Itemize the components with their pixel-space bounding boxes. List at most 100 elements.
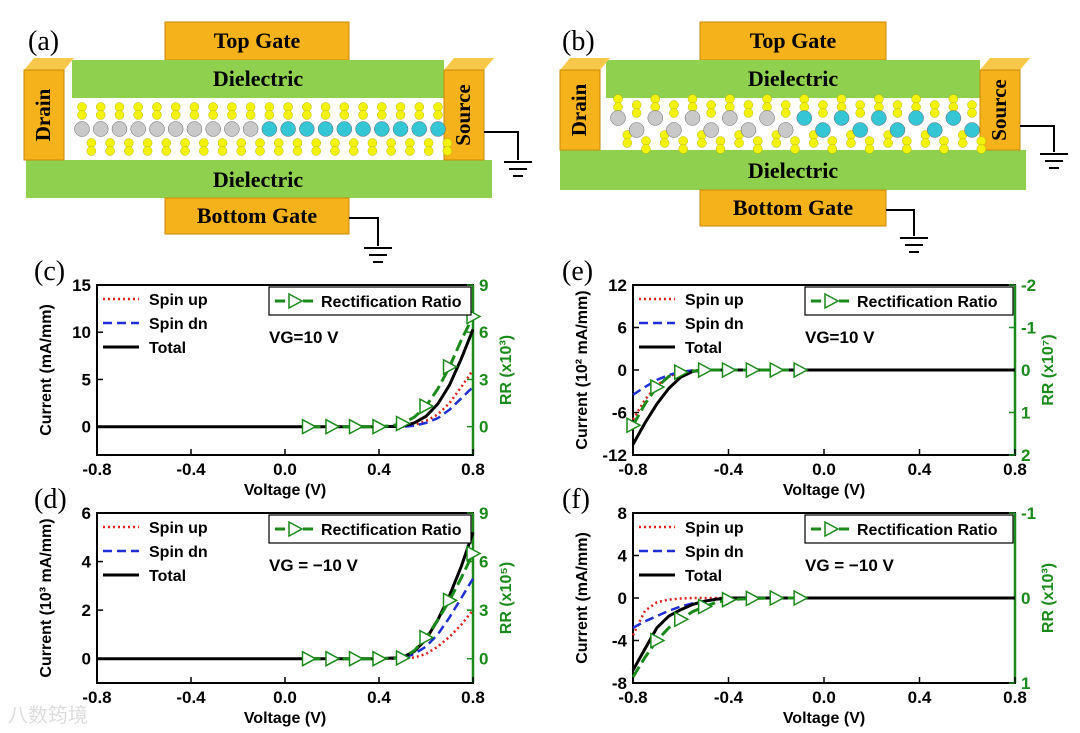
sulfur-atom <box>752 144 763 154</box>
x-tick-label: 0.8 <box>461 460 485 479</box>
x-tick-label: -0.8 <box>618 460 647 479</box>
series-line-spin-up <box>631 368 1015 421</box>
x-tick-label: 0.8 <box>461 688 485 707</box>
gate-voltage-annotation: VG=10 V <box>805 328 875 347</box>
sulfur-atom <box>902 144 912 154</box>
sulfur-atom <box>790 136 800 146</box>
rr-marker <box>721 361 738 379</box>
y-tick-label: -12 <box>602 446 627 465</box>
sulfur-atom <box>255 138 265 148</box>
sulfur-atom <box>377 110 387 120</box>
sulfur-atom <box>669 108 679 118</box>
metal-atom <box>167 121 184 137</box>
sulfur-atom <box>631 100 642 110</box>
metal-atom <box>908 110 924 126</box>
y-tick-label: 0 <box>82 650 91 669</box>
y2-tick-label: 0 <box>479 650 488 669</box>
y-tick-label: 5 <box>82 370 91 389</box>
x-axis-label: Voltage (V) <box>244 482 326 499</box>
sulfur-atom <box>790 144 800 154</box>
rr-marker <box>325 650 341 667</box>
rr-marker <box>442 592 459 609</box>
sulfur-atom <box>208 102 218 112</box>
sulfur-atom <box>650 102 661 112</box>
metal-atom <box>149 121 165 137</box>
rr-marker <box>769 361 785 379</box>
gate-voltage-annotation: VG=10 V <box>269 328 339 347</box>
y-tick-label: 12 <box>608 276 627 295</box>
y-axis-label: Current (10² mA/mm) <box>574 290 591 449</box>
sulfur-atom <box>208 110 218 120</box>
chart-panel-f: (f) -0.8 -0.4 0.0 0.4 0.8 -8 -4 0 4 8 1 0 -1 Voltage (… <box>562 484 1057 727</box>
dielectric-bottom <box>26 160 492 198</box>
sulfur-atom <box>283 110 293 120</box>
sulfur-atom <box>95 110 106 120</box>
legend-label: Total <box>149 568 186 585</box>
metal-atom <box>628 122 645 138</box>
gate-voltage-annotation: VG = −10 V <box>269 556 358 575</box>
rr-marker <box>442 358 459 376</box>
metal-atom <box>111 121 128 137</box>
y-tick-label: -4 <box>612 632 628 651</box>
sulfur-atom <box>348 138 359 148</box>
x-tick-label: 0.8 <box>1003 460 1027 479</box>
sulfur-atom <box>180 138 190 148</box>
y2-axis-label: RR (x10³) <box>1040 563 1057 633</box>
legend-label: Total <box>685 340 722 357</box>
panel-label-a: (a) <box>28 26 59 57</box>
rr-marker <box>348 418 365 435</box>
drain-label: Drain <box>567 83 591 136</box>
panel-label: (c) <box>34 256 65 287</box>
sulfur-atom <box>311 146 321 156</box>
rr-marker <box>301 418 318 435</box>
sulfur-atom <box>855 108 865 118</box>
sulfur-atom <box>105 146 115 156</box>
sulfur-atom <box>255 146 265 156</box>
rr-legend-label: Rectification Ratio <box>321 522 462 539</box>
sulfur-atom <box>442 138 453 148</box>
sulfur-atom <box>189 110 200 120</box>
sulfur-atom <box>367 138 378 148</box>
sulfur-atom <box>124 146 134 156</box>
metal-atom <box>647 110 664 126</box>
metal-atom <box>740 122 757 138</box>
source-label: Source <box>987 79 1011 140</box>
metal-atom <box>430 121 446 137</box>
sulfur-atom <box>948 102 959 112</box>
rr-legend-label: Rectification Ratio <box>321 294 462 311</box>
rr-series-line <box>631 368 801 427</box>
metal-atom <box>777 122 794 138</box>
metal-atom <box>205 121 221 137</box>
panel-label: (f) <box>562 484 590 515</box>
bottom-gate-label: Bottom Gate <box>733 195 854 220</box>
y2-tick-label: 9 <box>479 504 488 523</box>
top-gate-block <box>164 21 350 61</box>
rr-marker <box>793 361 809 379</box>
sulfur-atom <box>697 138 707 148</box>
y-axis-label: Current (mA/mm) <box>574 532 591 664</box>
metal-atom <box>261 121 278 137</box>
x-tick-label: -0.4 <box>714 460 744 479</box>
sulfur-atom <box>874 94 884 104</box>
sulfur-atom <box>687 94 698 104</box>
sulfur-atom <box>273 146 284 156</box>
legend-label: Spin up <box>149 520 208 537</box>
sulfur-atom <box>734 138 744 148</box>
sulfur-atom <box>227 102 237 112</box>
sulfur-atom <box>292 146 303 156</box>
x-tick-label: -0.8 <box>618 688 647 707</box>
sulfur-atom <box>180 146 190 156</box>
sulfur-atom <box>442 146 453 156</box>
sulfur-atom <box>414 110 425 120</box>
sulfur-atom <box>236 138 247 148</box>
sulfur-atom <box>320 110 331 120</box>
sulfur-atom <box>217 138 228 148</box>
dielectric-bottom-label: Dielectric <box>213 167 304 192</box>
rr-legend-label: Rectification Ratio <box>857 294 998 311</box>
metal-atom <box>336 121 353 137</box>
bottom-gate-block <box>699 189 887 227</box>
sulfur-atom <box>948 94 959 104</box>
dielectric-bottom <box>560 150 1026 190</box>
legend-label: Spin dn <box>149 544 208 561</box>
top-gate-block <box>699 21 887 61</box>
